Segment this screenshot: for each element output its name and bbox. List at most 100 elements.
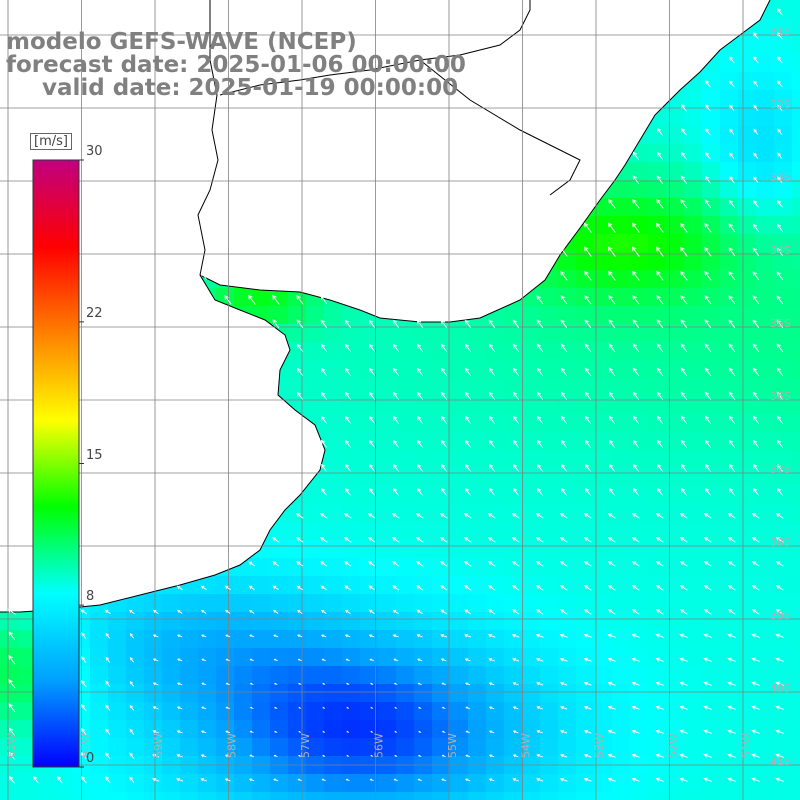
field-cell [720, 198, 739, 217]
field-cell [774, 720, 793, 739]
field-cell [90, 720, 109, 739]
field-cell [648, 720, 667, 739]
field-cell [324, 522, 343, 541]
field-cell [594, 324, 613, 343]
field-cell [216, 594, 235, 613]
field-cell [522, 684, 541, 703]
field-cell [198, 612, 217, 631]
wind-arrow [105, 656, 111, 663]
wind-arrow [751, 537, 760, 543]
wind-arrow [655, 633, 664, 638]
field-cell [774, 792, 793, 800]
field-cell [774, 432, 793, 451]
wind-arrow [392, 609, 399, 615]
field-cell [414, 378, 433, 397]
field-cell [450, 648, 469, 667]
field-cell [252, 648, 271, 667]
wind-arrow [775, 609, 784, 615]
field-cell [432, 414, 451, 433]
field-cell [792, 792, 800, 800]
field-cell [108, 720, 127, 739]
field-cell [270, 594, 289, 613]
field-cell [684, 666, 703, 685]
field-cell [270, 630, 289, 649]
field-cell [756, 72, 775, 91]
field-cell [324, 360, 343, 379]
field-cell [774, 738, 793, 757]
wind-arrow [298, 682, 302, 685]
field-cell [486, 576, 505, 595]
wind-arrow [727, 609, 736, 615]
wind-arrow [9, 751, 15, 760]
field-cell [396, 522, 415, 541]
field-cell [648, 450, 667, 469]
field-cell [324, 324, 343, 343]
field-cell [162, 792, 181, 800]
field-cell [720, 738, 739, 757]
wind-arrow [320, 367, 327, 376]
wind-arrow [345, 463, 351, 472]
field-cell [18, 702, 37, 721]
wind-arrow [775, 513, 784, 519]
wind-arrow [105, 776, 111, 784]
wind-arrow [679, 513, 688, 519]
field-cell [306, 774, 325, 793]
wind-arrow [440, 391, 447, 400]
field-cell [396, 576, 415, 595]
field-cell [180, 612, 199, 631]
field-cell [504, 630, 523, 649]
wind-arrow [535, 633, 544, 638]
wind-arrow [392, 561, 400, 567]
field-cell [198, 792, 217, 800]
wind-arrow [394, 755, 398, 757]
wind-arrow [704, 343, 712, 353]
wind-arrow [728, 223, 736, 233]
field-cell [18, 720, 37, 739]
wind-arrow [560, 343, 568, 352]
field-cell [774, 702, 793, 721]
field-cell [558, 324, 577, 343]
field-cell [702, 630, 721, 649]
field-cell [594, 414, 613, 433]
wind-arrow [8, 727, 15, 736]
wind-arrow [752, 223, 759, 232]
wind-arrow [607, 753, 616, 758]
field-cell [414, 522, 433, 541]
wind-arrow [776, 271, 784, 281]
wind-arrow [752, 271, 760, 281]
field-cell [684, 702, 703, 721]
wind-arrow [416, 367, 423, 376]
field-cell [504, 522, 523, 541]
field-cell [612, 702, 631, 721]
wind-arrow [343, 513, 352, 519]
wind-arrow [369, 487, 375, 496]
field-cell [774, 648, 793, 667]
field-cell [702, 594, 721, 613]
wind-arrow [777, 104, 783, 112]
wind-arrow [512, 754, 519, 758]
field-cell [432, 666, 451, 685]
field-cell [738, 180, 757, 199]
wind-arrow [105, 632, 111, 639]
wind-arrow [296, 343, 303, 352]
lat-tick-label: 37S [770, 463, 791, 476]
field-cell [612, 594, 631, 613]
field-cell [666, 180, 685, 199]
wind-arrow [225, 754, 231, 758]
field-cell [792, 126, 800, 145]
field-cell [612, 684, 631, 703]
field-cell [396, 684, 415, 703]
field-cell [360, 630, 379, 649]
wind-arrow [464, 343, 471, 352]
colorbar-unit: [m/s] [30, 133, 72, 150]
field-cell [414, 360, 433, 379]
field-cell [396, 666, 415, 685]
wind-arrow [655, 513, 664, 519]
field-cell [450, 360, 469, 379]
field-cell [450, 612, 469, 631]
wind-arrow [536, 415, 543, 424]
field-cell [540, 720, 559, 739]
field-cell [684, 486, 703, 505]
wind-arrow [345, 683, 350, 685]
field-cell [234, 594, 253, 613]
